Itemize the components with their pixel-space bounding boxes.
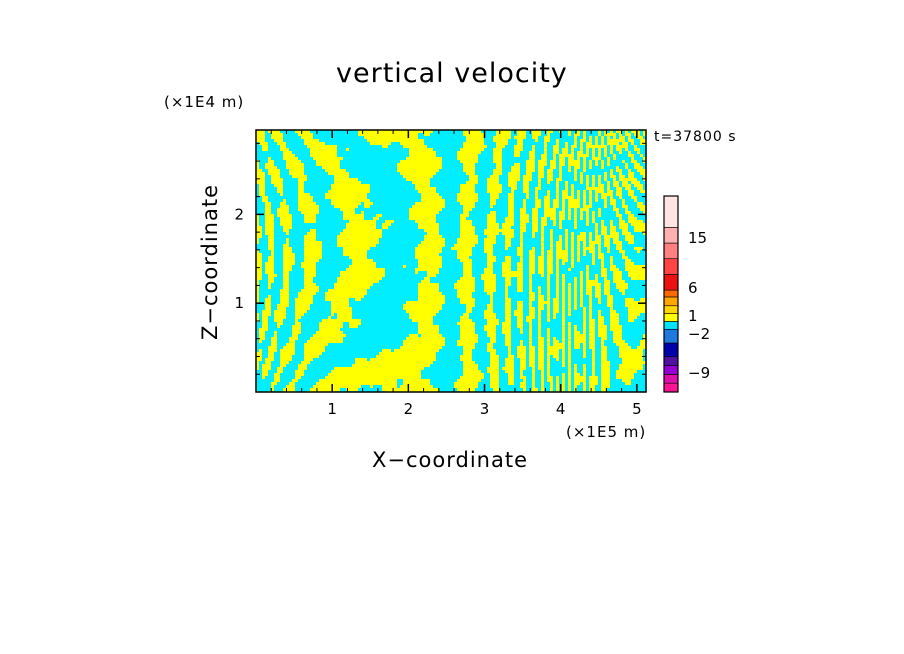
colorbar-swatch — [663, 374, 679, 384]
colorbar-swatch — [663, 356, 679, 366]
x-tick-label: 2 — [404, 400, 414, 418]
y-tick-label: 1 — [234, 294, 244, 312]
colorbar-swatch — [663, 227, 679, 244]
colorbar-swatch — [663, 258, 679, 275]
field-positive-region — [256, 130, 646, 392]
colorbar-swatch — [663, 274, 679, 291]
x-tick-label: 5 — [632, 400, 642, 418]
colorbar-label: −2 — [688, 325, 710, 343]
x-axis-label: X−coordinate — [372, 448, 528, 472]
plot-frame — [255, 129, 647, 393]
colorbar-frame — [663, 195, 679, 393]
colorbar-swatch — [663, 321, 679, 330]
x-tick-label: 4 — [556, 400, 566, 418]
axis-ticks: 1 2 3 4 5 1 2 — [234, 130, 646, 418]
colorbar-swatch — [663, 342, 679, 358]
z-axis-unit: (×1E4 m) — [164, 93, 245, 111]
colorbar-swatch — [663, 242, 679, 260]
colorbar-swatch — [663, 382, 679, 393]
colorbar-label: 15 — [688, 229, 707, 247]
colorbar-swatch — [663, 365, 679, 375]
colorbar-label: 1 — [688, 307, 698, 325]
x-tick-label: 1 — [327, 400, 337, 418]
colorbar: 15 6 1−2 −9 — [663, 195, 710, 393]
colorbar-label: 6 — [688, 279, 698, 297]
colorbar-label: −9 — [688, 364, 710, 382]
chart-title: vertical velocity — [336, 58, 568, 89]
velocity-field — [256, 130, 646, 392]
x-axis-unit: (×1E5 m) — [566, 423, 647, 441]
y-tick-label: 2 — [234, 205, 244, 223]
colorbar-swatch — [663, 296, 679, 307]
x-tick-label: 3 — [480, 400, 490, 418]
time-label: t=37800 s — [654, 129, 737, 145]
colorbar-swatch — [663, 313, 679, 322]
colorbar-swatch — [663, 305, 679, 314]
colorbar-swatch — [663, 195, 679, 228]
colorbar-swatch — [663, 328, 679, 344]
colorbar-swatch — [663, 289, 679, 298]
